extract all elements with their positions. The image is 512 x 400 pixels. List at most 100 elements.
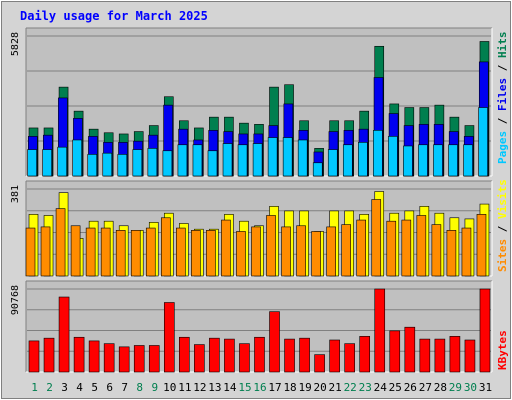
x-tick-label-7: 7 <box>121 381 128 394</box>
bar-pages-21 <box>327 149 338 177</box>
bar-pages-6 <box>102 152 113 177</box>
bar-pages-19 <box>297 139 308 177</box>
bar-pages-14 <box>222 143 233 177</box>
legend-entry-sep: / <box>496 58 509 78</box>
chart-title: Daily usage for March 2025 <box>20 9 208 23</box>
bar-sites-28 <box>431 224 442 277</box>
bar-kbytes-30 <box>464 339 476 373</box>
legend-kbytes: KBytes <box>496 330 509 370</box>
bar-sites-26 <box>401 219 412 277</box>
legend-entry-sep: / <box>496 219 509 239</box>
bar-kbytes-13 <box>209 337 220 373</box>
x-tick-label-15: 15 <box>238 381 251 394</box>
legend-entry-visits: Visits <box>496 179 509 219</box>
bar-pages-2 <box>42 149 52 177</box>
x-tick-label-19: 19 <box>298 381 311 394</box>
bar-kbytes-2 <box>43 337 55 373</box>
bar-sites-11 <box>176 227 186 277</box>
bar-pages-23 <box>358 142 368 177</box>
panel-visits-sites: 381 <box>10 180 493 277</box>
bar-kbytes-27 <box>419 338 431 373</box>
bar-pages-3 <box>57 146 67 177</box>
bar-sites-27 <box>416 215 427 277</box>
series-sites <box>25 199 487 277</box>
series-kbytes <box>28 288 491 373</box>
x-tick-label-12: 12 <box>193 381 206 394</box>
bar-pages-26 <box>403 145 413 177</box>
panel-kbytes: 90768 <box>10 280 493 373</box>
bar-sites-9 <box>145 227 156 277</box>
x-tick-label-26: 26 <box>404 381 417 394</box>
bar-kbytes-20 <box>314 354 325 373</box>
bar-kbytes-1 <box>28 340 40 373</box>
bar-pages-20 <box>312 162 323 177</box>
legend-entry-sep: / <box>496 111 509 131</box>
x-tick-label-2: 2 <box>46 381 53 394</box>
bar-sites-2 <box>40 226 51 277</box>
bar-pages-30 <box>463 144 473 177</box>
x-tick-label-8: 8 <box>136 381 143 394</box>
panel-hits-files-pages: 5828 <box>10 27 493 177</box>
x-tick-label-5: 5 <box>91 381 98 394</box>
bar-pages-9 <box>147 148 158 177</box>
bar-kbytes-9 <box>148 345 160 373</box>
bar-sites-3 <box>55 208 66 277</box>
bar-pages-1 <box>27 149 37 177</box>
bar-pages-27 <box>418 144 428 177</box>
bar-kbytes-12 <box>194 344 205 373</box>
y-axis-max-label: 5828 <box>10 32 21 56</box>
bar-pages-29 <box>448 144 458 177</box>
x-tick-label-3: 3 <box>61 381 68 394</box>
bar-sites-5 <box>85 227 96 277</box>
bar-sites-14 <box>221 219 231 277</box>
bar-kbytes-22 <box>344 343 355 373</box>
x-tick-label-30: 30 <box>464 381 477 394</box>
bar-pages-7 <box>117 154 128 177</box>
bar-pages-10 <box>162 150 173 177</box>
bar-sites-24 <box>371 199 382 277</box>
x-tick-label-9: 9 <box>151 381 158 394</box>
x-tick-label-14: 14 <box>223 381 237 394</box>
bar-sites-20 <box>311 231 321 277</box>
x-tick-label-1: 1 <box>31 381 38 394</box>
bar-pages-15 <box>237 144 248 177</box>
bar-pages-17 <box>267 137 278 177</box>
series-pages <box>27 107 488 177</box>
bar-sites-17 <box>266 215 276 277</box>
bar-sites-30 <box>461 227 472 277</box>
x-axis-labels: 1 2 3 4 5 6 7 8 9 10 11 12 13 14 15 16 17 18 19 20 21 22 23 24 2… <box>31 381 492 394</box>
bar-kbytes-25 <box>389 330 401 373</box>
x-tick-label-16: 16 <box>253 381 266 394</box>
bar-kbytes-26 <box>404 326 416 373</box>
legend-entry-sites: Sites <box>496 239 509 272</box>
bar-sites-22 <box>341 224 351 277</box>
bar-sites-4 <box>70 225 81 277</box>
bar-pages-8 <box>132 149 143 177</box>
bar-pages-13 <box>207 150 218 177</box>
y-axis-max-label: 90768 <box>10 285 21 315</box>
bar-kbytes-23 <box>359 336 371 373</box>
chart-panels: 5828 381 90768 <box>10 27 493 373</box>
bar-sites-13 <box>206 230 216 277</box>
bar-sites-8 <box>130 230 141 277</box>
bar-sites-15 <box>236 231 246 277</box>
x-tick-label-31: 31 <box>479 381 492 394</box>
x-tick-label-13: 13 <box>208 381 221 394</box>
x-tick-label-20: 20 <box>314 381 327 394</box>
y-axis-max-label: 381 <box>10 185 21 203</box>
x-tick-label-23: 23 <box>359 381 372 394</box>
legend-hits-files-pages: Pages / Files / Hits <box>496 32 509 165</box>
bar-kbytes-31 <box>479 288 491 373</box>
bar-sites-19 <box>296 225 306 277</box>
bar-sites-1 <box>25 227 36 277</box>
bar-pages-16 <box>252 143 263 177</box>
bar-sites-31 <box>476 214 487 277</box>
x-tick-label-4: 4 <box>76 381 83 394</box>
bar-sites-12 <box>191 230 201 277</box>
bar-kbytes-18 <box>284 338 295 373</box>
bar-kbytes-5 <box>88 340 100 373</box>
bar-pages-31 <box>478 107 488 177</box>
legend-entry-files: Files <box>496 78 509 111</box>
x-tick-label-11: 11 <box>178 381 191 394</box>
bar-pages-11 <box>177 144 188 177</box>
